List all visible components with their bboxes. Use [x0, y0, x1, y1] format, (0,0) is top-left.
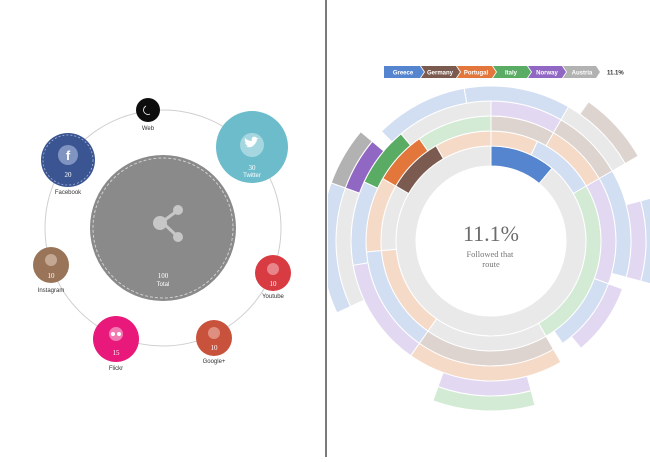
google-plus-icon: [208, 327, 220, 339]
bubble-label-twitter: Twitter: [243, 173, 261, 179]
bubble-value-googleplus: 10: [211, 344, 219, 352]
breadcrumb-norway[interactable]: Norway: [528, 66, 566, 78]
bubble-googleplus[interactable]: 10 Google+: [196, 320, 232, 365]
youtube-icon: [267, 263, 279, 275]
center-text: Followed that route: [466, 249, 515, 269]
bubble-value-instagram: 10: [48, 272, 56, 280]
breadcrumb-label: Portugal: [464, 71, 489, 77]
sunburst-segment[interactable]: [598, 170, 632, 278]
panel-divider: [325, 0, 327, 457]
social-bubbles-panel: 100 Total Web 30 Twitter 10 Youtube: [0, 0, 326, 457]
sunburst-segment[interactable]: [432, 386, 536, 412]
bubble-value-facebook: 20: [65, 171, 73, 179]
breadcrumb-portugal[interactable]: Portugal: [457, 66, 496, 78]
bubble-youtube[interactable]: 10 Youtube: [255, 255, 291, 300]
twitter-icon: [244, 136, 259, 148]
sunburst-arcs: [320, 85, 650, 412]
center-text-line2: route: [482, 259, 500, 269]
sunburst-segment[interactable]: [579, 101, 639, 165]
facebook-icon: f: [58, 145, 78, 165]
breadcrumb-label: Austria: [572, 71, 593, 77]
orbit-ring: [44, 109, 282, 347]
flickr-icon: [109, 327, 123, 341]
bubble-value-twitter: 30: [249, 164, 257, 172]
total-value: 100: [158, 272, 169, 280]
sunburst-segment[interactable]: [330, 131, 373, 189]
bubble-value-youtube: 10: [270, 280, 278, 288]
breadcrumb-label: Greece: [393, 71, 414, 77]
total-bubble[interactable]: 100 Total: [90, 155, 236, 301]
bubble-facebook[interactable]: f 20 Facebook: [41, 133, 95, 196]
bubble-web[interactable]: Web: [136, 98, 160, 132]
bubble-label-youtube: Youtube: [262, 294, 284, 300]
bubble-instagram[interactable]: 10 Instagram: [33, 247, 69, 294]
bubble-twitter[interactable]: 30 Twitter: [216, 111, 288, 183]
center-percent: 11.1%: [463, 221, 519, 246]
total-label: Total: [157, 282, 170, 288]
bubble-label-instagram: Instagram: [38, 288, 65, 294]
breadcrumb-greece[interactable]: Greece: [384, 66, 424, 78]
breadcrumb-austria[interactable]: Austria: [563, 66, 600, 78]
svg-text:f: f: [66, 148, 71, 163]
web-icon: [143, 105, 151, 115]
bubble-flickr[interactable]: 15 Flickr: [93, 316, 139, 372]
social-bubbles-chart: 100 Total Web 30 Twitter 10 Youtube: [33, 98, 291, 372]
breadcrumb-germany[interactable]: Germany: [421, 66, 460, 78]
breadcrumb-italy[interactable]: Italy: [493, 66, 531, 78]
instagram-icon: [45, 254, 57, 266]
center-text-line1: Followed that: [466, 249, 514, 259]
sunburst-segment[interactable]: [380, 87, 468, 143]
breadcrumb-percent: 11.1%: [607, 71, 624, 77]
bubble-label-web: Web: [142, 126, 155, 132]
breadcrumb-label: Norway: [536, 71, 558, 77]
breadcrumb-label: Germany: [427, 71, 454, 77]
sunburst-segment[interactable]: [570, 283, 624, 349]
bubble-label-facebook: Facebook: [55, 190, 82, 196]
breadcrumb-label: Italy: [505, 71, 518, 77]
bubble-label-flickr: Flickr: [109, 366, 123, 372]
share-icon: [153, 205, 183, 242]
sunburst-segment[interactable]: [640, 197, 650, 285]
sunburst-panel: Greece Germany Portugal Italy Norway Aus…: [320, 0, 650, 457]
bubble-value-flickr: 15: [113, 349, 121, 357]
breadcrumb: Greece Germany Portugal Italy Norway Aus…: [384, 66, 624, 78]
bubble-label-googleplus: Google+: [203, 359, 226, 365]
sunburst-chart: Greece Germany Portugal Italy Norway Aus…: [320, 66, 650, 412]
